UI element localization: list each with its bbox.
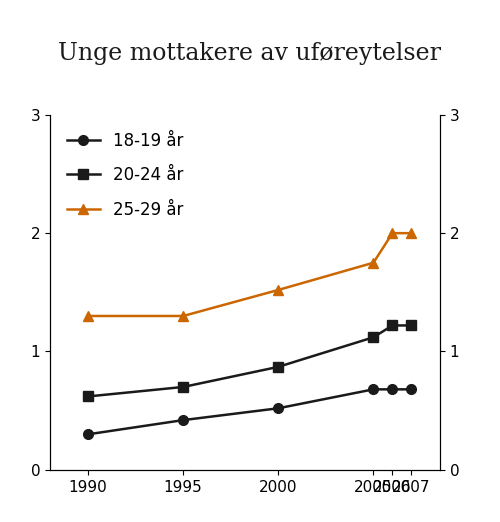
- 25-29 år: [408, 230, 414, 236]
- Line: 18-19 år: 18-19 år: [83, 385, 416, 439]
- Legend: 18-19 år, 20-24 år, 25-29 år: 18-19 år, 20-24 år, 25-29 år: [58, 123, 192, 227]
- 25-29 år: [180, 313, 186, 319]
- 20-24 år: [370, 334, 376, 340]
- 25-29 år: [85, 313, 91, 319]
- 18-19 år: [180, 417, 186, 423]
- 25-29 år: [370, 259, 376, 266]
- 18-19 år: [85, 431, 91, 437]
- 18-19 år: [276, 405, 281, 411]
- Line: 20-24 år: 20-24 år: [83, 321, 416, 401]
- 20-24 år: [85, 393, 91, 399]
- 25-29 år: [390, 230, 396, 236]
- 20-24 år: [180, 384, 186, 390]
- 18-19 år: [390, 386, 396, 393]
- 25-29 år: [276, 287, 281, 293]
- 18-19 år: [370, 386, 376, 393]
- 20-24 år: [390, 322, 396, 328]
- 20-24 år: [408, 322, 414, 328]
- 18-19 år: [408, 386, 414, 393]
- Text: Unge mottakere av uføreytelser: Unge mottakere av uføreytelser: [58, 42, 442, 65]
- Line: 25-29 år: 25-29 år: [83, 228, 416, 321]
- 20-24 år: [276, 364, 281, 370]
